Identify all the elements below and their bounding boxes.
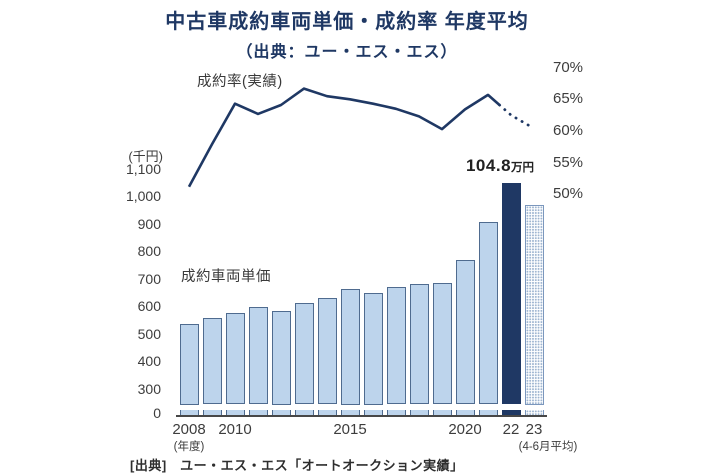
price-annotation-value: 104.8: [465, 156, 512, 175]
bar-stub-2013: [294, 409, 314, 417]
bar-stub-2021: [478, 409, 498, 417]
bar-stub-2023: [524, 409, 544, 417]
right-axis-tick-65: 65%: [553, 90, 584, 108]
bar-stub-2014: [317, 409, 337, 417]
left-axis-tick-1100: 1,100: [125, 160, 161, 177]
bar-2021: [478, 222, 498, 405]
chart-subtitle: （出典：ユー・エス・エス）: [236, 44, 458, 61]
chart-header: 中古車成約車両単価・成約率 年度平均 （出典：ユー・エス・エス）: [0, 5, 694, 62]
bar-stub-2008: [179, 409, 199, 417]
x-axis-line: [176, 415, 547, 418]
bar-2009: [202, 318, 222, 405]
bar-series-label: 成約車両単価: [181, 269, 271, 285]
chart-title: 中古車成約車両単価・成約率 年度平均: [165, 11, 529, 33]
bar-stub-2022: [501, 409, 521, 417]
left-axis-tick-0: 0: [153, 405, 161, 422]
left-axis-tick-600: 600: [137, 298, 161, 314]
left-axis-tick-400: 400: [137, 353, 161, 369]
bar-2011: [248, 307, 268, 405]
bar-2016: [363, 292, 383, 405]
x-axis-tick-2020: 2020: [448, 421, 482, 438]
bar-2017: [386, 286, 406, 405]
price-annotation-unit: 万円: [511, 162, 535, 174]
bar-2018: [409, 283, 429, 405]
x-axis-tick-2008: 2008: [172, 421, 206, 438]
right-axis-tick-70: 70%: [553, 58, 584, 76]
bar-stub-2018: [409, 409, 429, 417]
left-axis-tick-1000: 1,000: [125, 188, 161, 204]
bar-stub-2019: [432, 409, 452, 417]
axis-break-band: [177, 404, 546, 410]
bar-2023: [524, 204, 544, 405]
bar-2022: [501, 183, 521, 405]
left-axis-tick-900: 900: [137, 215, 161, 232]
left-axis-tick-700: 700: [137, 270, 161, 287]
left-axis-unit-label: (千円): [128, 149, 163, 164]
bar-2012: [271, 310, 291, 405]
left-axis-tick-500: 500: [137, 325, 161, 342]
x-axis-subnote-2023: (4-6月平均): [518, 440, 578, 453]
right-axis-tick-50: 50%: [553, 185, 584, 203]
x-axis-tick-2022: 22: [502, 421, 520, 438]
bar-2019: [432, 282, 452, 405]
x-axis-tick-2023: 23: [525, 421, 543, 438]
bar-stub-2020: [455, 409, 475, 417]
price-annotation: 104.8万円: [466, 156, 534, 176]
right-axis-tick-55: 55%: [553, 153, 584, 171]
line-series-label: 成約率(実績): [197, 74, 283, 90]
left-axis-tick-800: 800: [137, 243, 161, 259]
right-axis-tick-60: 60%: [553, 122, 584, 140]
x-axis-tick-2010: 2010: [218, 421, 252, 438]
bar-stub-2016: [363, 409, 383, 417]
x-axis-subnote-2008: (年度): [173, 440, 205, 453]
x-axis-tick-2015: 2015: [333, 421, 367, 438]
bar-2014: [317, 297, 337, 405]
bar-stub-2017: [386, 409, 406, 417]
bar-2013: [294, 302, 314, 405]
bar-stub-2012: [271, 409, 291, 417]
bar-2010: [225, 312, 245, 405]
bar-stub-2011: [248, 409, 268, 417]
bar-2020: [455, 260, 475, 405]
bar-2015: [340, 288, 360, 405]
bar-stub-2009: [202, 409, 222, 417]
bar-2008: [179, 324, 199, 405]
source-note: [出典] ユー・エス・エス「オートオークション実績」: [130, 458, 464, 473]
bar-stub-2010: [225, 409, 245, 417]
left-axis-tick-300: 300: [137, 380, 161, 397]
bar-stub-2015: [340, 409, 360, 417]
